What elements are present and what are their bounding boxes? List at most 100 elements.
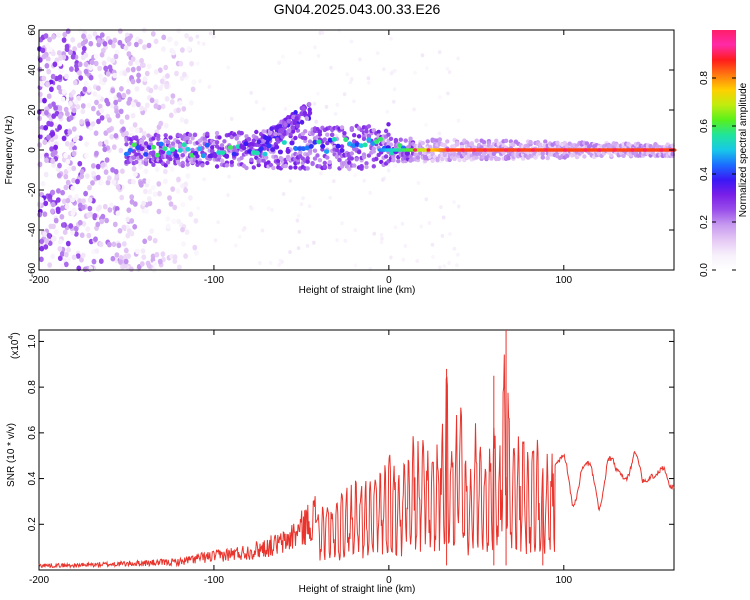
spectrogram-cell	[54, 57, 60, 63]
spectrogram-cell	[122, 70, 128, 77]
spectrogram-cell	[156, 208, 162, 215]
spectrogram-cell	[379, 159, 384, 165]
spectrogram-cell	[150, 31, 156, 37]
spectrogram-cell	[408, 154, 413, 159]
spectrogram-cell	[545, 155, 550, 161]
spectrogram-cell	[188, 100, 194, 106]
spectrogram-cell	[296, 213, 301, 218]
spectrogram-cell	[135, 59, 140, 66]
spectrogram-cell	[59, 68, 64, 74]
spectrogram-cell	[612, 148, 617, 152]
spectrogram-cell	[68, 115, 74, 121]
spectrogram-cell	[181, 142, 187, 148]
spectrogram-cell	[97, 204, 102, 211]
spectrogram-cell	[261, 158, 266, 163]
spectrogram-cell	[382, 67, 386, 72]
spectrogram-cell	[333, 111, 338, 116]
spectrogram-cell	[448, 232, 452, 236]
spectrogram-cell	[474, 138, 479, 143]
spectrogram-cell	[392, 99, 396, 104]
spectrogram-cell	[45, 56, 51, 62]
spectrogram-cell	[243, 141, 249, 147]
spectrogram-cell	[213, 238, 218, 243]
spectrogram-cell	[37, 211, 43, 218]
spectrogram-cell	[447, 261, 451, 265]
spectrogram-cell	[90, 121, 96, 127]
spectrogram-cell	[359, 164, 364, 169]
spectrogram-cell	[78, 75, 84, 81]
spectrogram-cell	[172, 258, 178, 265]
spectrogram-cell	[301, 196, 305, 201]
spectrogram-cell	[156, 133, 161, 139]
spectrogram-cell	[110, 167, 115, 173]
spectrogram-cell	[528, 139, 533, 145]
spectrogram-cell	[145, 260, 151, 267]
snr-x-axis: -200 -100 0 100	[29, 330, 573, 586]
spectrogram-cell	[131, 166, 137, 172]
spectrogram-cell	[503, 148, 508, 152]
spectrogram-cell	[80, 252, 86, 259]
spectrogram-cell	[312, 156, 318, 161]
spectrogram-cell	[345, 72, 350, 77]
spectrogram-cell	[59, 214, 65, 220]
spectrogram-cell	[61, 198, 67, 205]
spectrogram-cell	[293, 146, 299, 152]
spectrogram-cell	[46, 232, 52, 239]
spectrogram-cell	[185, 173, 191, 179]
snr-multiplier-exp: 4	[8, 336, 15, 340]
spectrogram-cell	[133, 171, 138, 177]
spectrogram-cell	[386, 168, 391, 173]
spectrogram-cell	[298, 150, 303, 155]
spectrogram-cell	[71, 126, 77, 132]
spectrogram-cell	[439, 205, 443, 210]
spectrogram-cell	[157, 190, 162, 197]
spectrogram-cell	[200, 163, 205, 168]
spectrogram-cell	[256, 162, 261, 168]
spectrogram-cell	[241, 227, 246, 232]
spectrogram-cell	[176, 218, 182, 225]
spectrogram-cell	[129, 126, 134, 132]
spectrogram-cell	[112, 72, 117, 79]
spectrogram-cell	[107, 207, 113, 213]
spectrogram-cell	[258, 261, 262, 265]
spectrogram-y-tick-label: 40	[27, 64, 38, 76]
spectrogram-cell	[377, 136, 384, 142]
spectrogram-cell	[168, 135, 173, 140]
spectrogram-cell	[70, 54, 76, 60]
spectrogram-cell	[103, 169, 109, 175]
spectrogram-cell	[328, 195, 333, 200]
spectrogram-cell	[307, 101, 312, 107]
spectrogram-cell	[339, 164, 345, 169]
spectrogram-cell	[104, 157, 110, 163]
spectrogram-cell	[430, 158, 435, 163]
spectrogram-cell	[110, 255, 116, 262]
spectrogram-cell	[153, 84, 159, 90]
spectrogram-cell	[189, 60, 195, 67]
spectrogram-cell	[110, 103, 115, 109]
spectrogram-cell	[134, 86, 140, 92]
spectrogram-cell	[119, 119, 125, 125]
spectrogram-cell	[46, 93, 52, 99]
spectrogram-cell	[57, 246, 63, 252]
spectrogram-cell	[419, 224, 424, 229]
spectrogram-cell	[43, 200, 49, 207]
spectrogram-cell	[118, 254, 124, 261]
spectrogram-cell	[212, 34, 216, 39]
spectrogram-cell	[49, 146, 54, 152]
spectrogram-cell	[244, 165, 249, 171]
spectrogram-cell	[456, 56, 460, 61]
spectrogram-cell	[283, 106, 288, 111]
spectrogram-cell	[132, 224, 138, 230]
spectrogram-cell	[57, 113, 63, 120]
spectrogram-cell	[56, 188, 61, 194]
spectrogram-cell	[188, 36, 194, 42]
spectrogram-cell	[163, 64, 169, 71]
spectrogram-cell	[474, 155, 479, 160]
spectrogram-cell	[347, 166, 352, 172]
spectrogram-cell	[223, 153, 230, 159]
spectrogram-cell	[413, 148, 418, 152]
spectrogram-cell	[87, 34, 92, 40]
spectrogram-cell	[555, 140, 560, 145]
spectrogram-cell	[455, 263, 459, 268]
